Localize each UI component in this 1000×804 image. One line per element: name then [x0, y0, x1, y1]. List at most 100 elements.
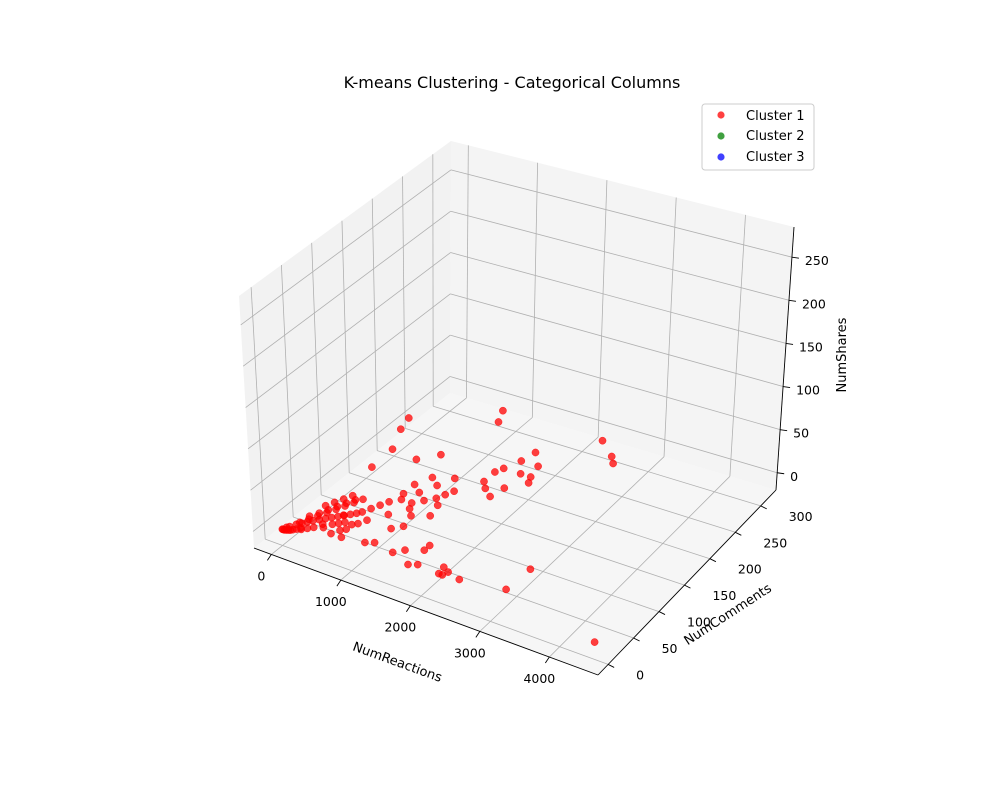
data-point-cluster-1 [456, 576, 463, 583]
data-point-cluster-1 [427, 512, 434, 519]
data-point-cluster-1 [368, 505, 375, 512]
data-point-cluster-1 [406, 505, 413, 512]
data-point-cluster-1 [503, 586, 510, 593]
z-tick-mark [789, 300, 796, 301]
x-tick-label: 4000 [523, 671, 555, 686]
x-tick-mark [406, 606, 410, 612]
data-point-cluster-1 [341, 502, 348, 509]
data-point-cluster-1 [495, 418, 502, 425]
data-point-cluster-1 [371, 539, 378, 546]
data-point-cluster-1 [368, 464, 375, 471]
data-point-cluster-1 [386, 498, 393, 505]
data-point-cluster-1 [336, 527, 343, 534]
y-tick-label: 300 [789, 509, 813, 524]
legend: Cluster 1 Cluster 2 Cluster 3 [702, 104, 814, 170]
x-tick-mark [337, 580, 341, 586]
data-point-cluster-1 [332, 506, 339, 513]
legend-marker-cluster-3 [717, 153, 724, 160]
legend-label-cluster-3: Cluster 3 [746, 150, 805, 165]
data-point-cluster-1 [310, 524, 317, 531]
z-tick-mark [792, 257, 799, 258]
data-point-cluster-1 [341, 519, 348, 526]
data-point-cluster-1 [420, 497, 427, 504]
y-tick-mark [710, 559, 716, 562]
data-point-cluster-1 [591, 639, 598, 646]
data-point-cluster-1 [320, 524, 327, 531]
data-point-cluster-1 [434, 482, 441, 489]
data-point-cluster-1 [500, 465, 507, 472]
x-tick-mark [267, 554, 271, 560]
data-point-cluster-1 [405, 414, 412, 421]
y-tick-mark [659, 612, 665, 615]
data-point-cluster-1 [414, 561, 421, 568]
z-axis-label: NumShares [835, 317, 850, 392]
data-point-cluster-1 [401, 547, 408, 554]
z-tick-label: 200 [802, 296, 826, 311]
data-point-cluster-1 [327, 530, 334, 537]
x-tick-label: 2000 [384, 620, 416, 635]
x-axis-label: NumReactions [351, 640, 445, 686]
x-tick-label: 1000 [315, 594, 347, 609]
z-tick-mark [780, 430, 787, 431]
z-tick-label: 150 [799, 339, 823, 354]
data-point-cluster-1 [377, 502, 384, 509]
x-tick-mark [545, 657, 549, 663]
data-point-cluster-1 [517, 470, 524, 477]
data-point-cluster-1 [407, 512, 414, 519]
data-point-cluster-1 [361, 539, 368, 546]
y-tick-mark [684, 585, 690, 588]
data-point-cluster-1 [437, 451, 444, 458]
data-point-cluster-1 [433, 495, 440, 502]
data-point-cluster-1 [388, 525, 395, 532]
y-tick-label: 200 [738, 562, 762, 577]
data-point-cluster-1 [359, 496, 366, 503]
z-tick-mark [783, 387, 790, 388]
data-point-cluster-1 [442, 491, 449, 498]
data-point-cluster-1 [389, 446, 396, 453]
z-tick-label: 0 [790, 469, 798, 484]
x-tick-label: 0 [257, 568, 265, 583]
y-tick-mark [761, 506, 767, 509]
data-point-cluster-1 [482, 485, 489, 492]
data-point-cluster-1 [281, 526, 288, 533]
legend-marker-cluster-1 [717, 111, 724, 118]
data-point-cluster-1 [404, 561, 411, 568]
chart-title: K-means Clustering - Categorical Columns [344, 73, 681, 92]
data-point-cluster-1 [389, 549, 396, 556]
z-tick-mark [777, 473, 784, 474]
legend-label-cluster-2: Cluster 2 [746, 129, 805, 144]
data-point-cluster-1 [487, 493, 494, 500]
data-point-cluster-1 [532, 449, 539, 456]
data-point-cluster-1 [501, 485, 508, 492]
y-tick-label: 50 [662, 641, 678, 656]
data-point-cluster-1 [334, 513, 341, 520]
data-point-cluster-1 [535, 463, 542, 470]
data-point-cluster-1 [608, 453, 615, 460]
data-point-cluster-1 [411, 481, 418, 488]
data-point-cluster-1 [610, 460, 617, 467]
data-point-cluster-1 [434, 502, 441, 509]
x-tick-label: 3000 [454, 645, 486, 660]
y-tick-mark [634, 638, 640, 641]
data-point-cluster-1 [499, 407, 506, 414]
z-tick-mark [786, 343, 793, 344]
z-tick-label: 50 [793, 426, 809, 441]
data-point-cluster-1 [329, 521, 336, 528]
legend-label-cluster-1: Cluster 1 [746, 109, 805, 124]
legend-marker-cluster-2 [717, 132, 724, 139]
data-point-cluster-1 [525, 479, 532, 486]
data-point-cluster-1 [429, 474, 436, 481]
z-tick-label: 250 [805, 253, 829, 268]
data-point-cluster-1 [518, 457, 525, 464]
data-point-cluster-1 [439, 571, 446, 578]
z-tick-label: 100 [796, 383, 820, 398]
data-point-cluster-1 [338, 534, 345, 541]
data-point-cluster-1 [413, 456, 420, 463]
data-point-cluster-1 [363, 517, 370, 524]
data-point-cluster-1 [599, 437, 606, 444]
y-tick-label: 0 [636, 667, 644, 682]
data-point-cluster-1 [480, 478, 487, 485]
data-point-cluster-1 [350, 499, 357, 506]
